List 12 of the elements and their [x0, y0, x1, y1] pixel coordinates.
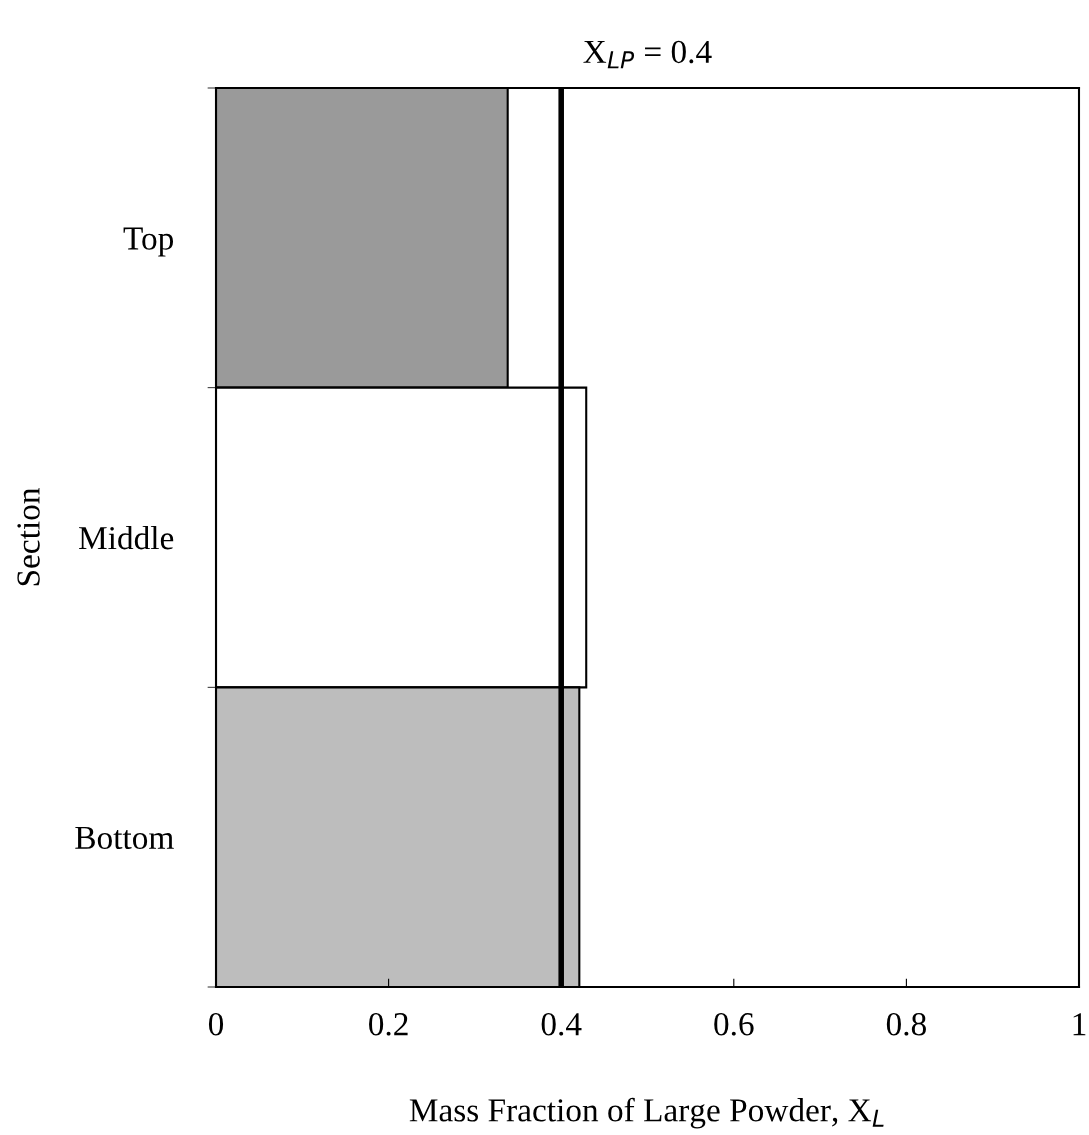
y-axis-title: Section [17, 488, 40, 586]
y-tick-label: Bottom [75, 826, 174, 850]
x-tick-label: 1 [1073, 1013, 1086, 1036]
chart-title: X$_{LP}$ = 0.4 [583, 40, 712, 69]
y-tick-label: Middle [79, 525, 174, 550]
y-tick-label: Top [123, 227, 174, 257]
x-tick-label: 0 [208, 1012, 224, 1036]
x-tick-label: 0.4 [541, 1012, 582, 1036]
x-tick-label: 0.2 [369, 1012, 408, 1036]
x-tick-label: 0.8 [886, 1012, 926, 1036]
x-axis-title: Mass Fraction of Large Powder, X$_{L}$ [409, 1097, 884, 1129]
x-tick-label: 0.6 [714, 1012, 754, 1036]
